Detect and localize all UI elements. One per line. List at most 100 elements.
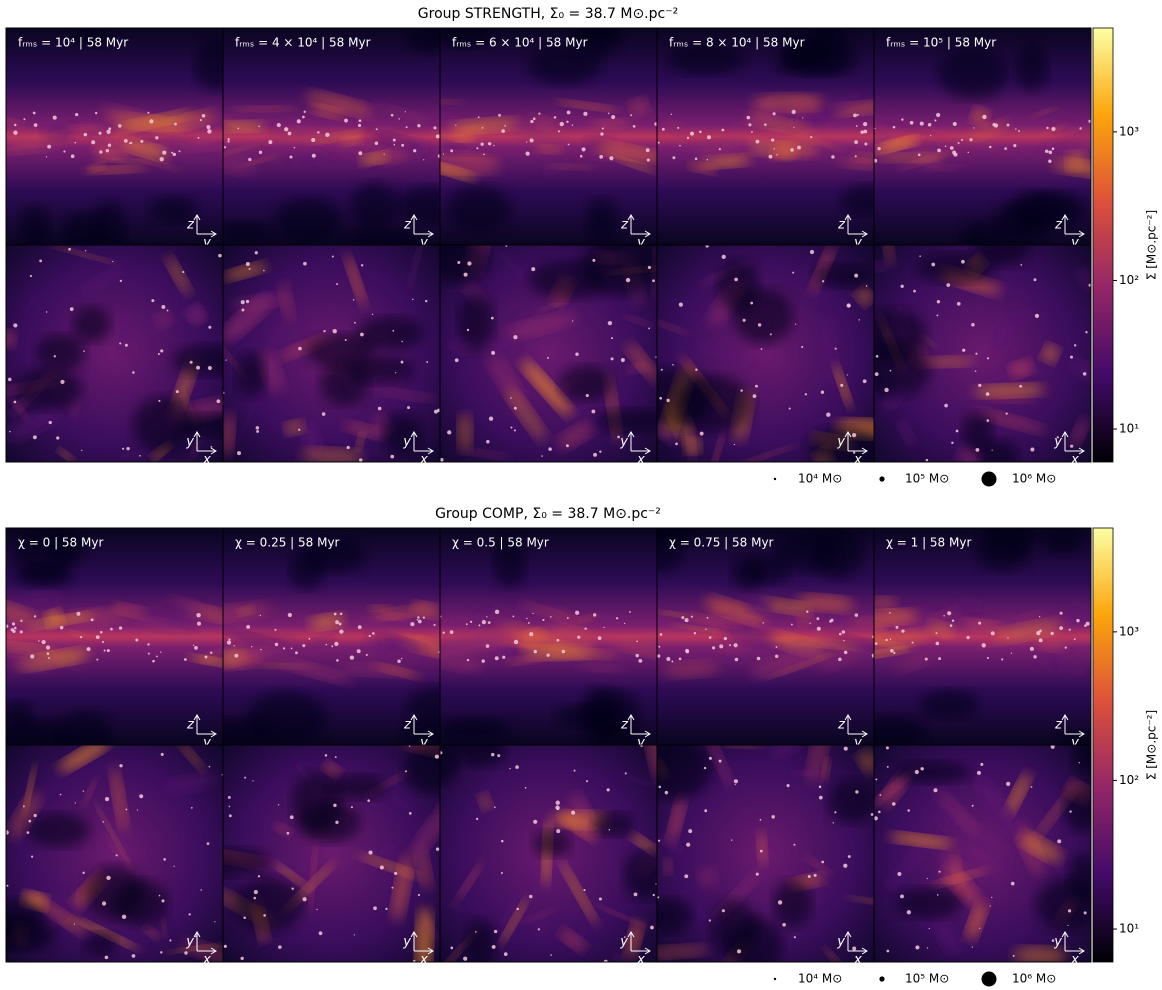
star-particle [730,839,733,841]
star-particle [268,140,273,145]
gas-structure [879,137,918,152]
star-particle [33,615,37,618]
star-particle [809,622,811,625]
star-particle [775,646,778,648]
gas-structure [801,638,864,650]
gas-structure [822,758,831,781]
gas-structure [1006,611,1045,627]
star-particle [28,819,32,823]
colorbar-tick-label: 10² [1119,273,1139,287]
star-particle [346,445,350,450]
star-particle [750,301,754,305]
void [20,205,51,245]
axis-glyph: y [619,935,628,950]
star-particle [488,416,494,421]
gas-structure [6,642,59,655]
colorbar-tick-label: 10¹ [1119,422,1139,436]
gas-structure [279,659,353,683]
gas-structure [283,420,305,436]
star-particle [172,152,177,157]
void [979,439,1019,462]
star-particle [917,153,921,157]
star-particle [244,776,247,779]
star-particle [493,806,496,809]
star-particle [404,770,407,773]
star-particle [978,621,982,625]
star-particle [703,766,707,770]
arrow-head [210,230,217,238]
star-particle [204,655,208,659]
star-particle [277,804,280,806]
gas-structure [124,139,169,160]
star-particle [915,945,920,950]
star-particle [1051,147,1055,151]
gas-structure [1056,118,1091,134]
gas-structure [223,120,266,133]
star-particle [417,619,422,624]
gas-structure [663,120,687,135]
gas-structure [457,413,473,452]
star-particle [475,817,479,821]
void [223,718,273,745]
void [223,848,270,877]
star-particle [435,847,440,851]
gas-structure [1012,946,1067,962]
gas-structure [975,775,1020,840]
star-particle [852,946,857,951]
star-particle [7,377,12,382]
star-particle [733,779,739,784]
arrow-head [427,730,434,738]
gas-structure [440,154,498,161]
star-particle [1068,628,1071,631]
star-particle [843,650,848,655]
arrow-head [210,447,217,455]
void [920,689,979,719]
void [440,745,459,785]
gas-structure [874,609,918,626]
gas-structure [151,111,216,135]
star-particle [623,622,626,625]
star-particle [13,400,17,404]
star-particle [513,335,518,340]
star-particle [862,122,868,127]
void [72,28,109,48]
gas-structure [305,91,373,116]
star-particle [223,146,227,149]
star-particle [45,311,48,313]
gas-structure [700,745,734,789]
star-particle [216,399,221,404]
star-particle [771,815,775,819]
star-particle [245,261,250,266]
star-particle [354,321,356,324]
star-particle [243,916,246,920]
void [657,528,704,545]
star-particle [675,442,678,446]
void [58,710,113,745]
panel-image [6,528,223,745]
star-particle [1018,130,1020,133]
gas-structure [973,383,1046,398]
star-particle [706,135,712,140]
star-particle [782,922,786,927]
star-particle [927,123,932,127]
arrow-head [627,931,635,938]
star-particle [565,444,569,448]
star-particle [926,877,928,880]
star-particle [259,614,262,617]
star-particle [681,616,685,620]
star-particle [173,865,175,867]
star-particle [404,111,406,113]
star-particle [47,144,52,149]
star-particle [128,142,131,145]
star-particle [422,616,426,619]
star-particle [108,127,112,131]
gas-structure [1053,159,1091,179]
gas-structure [6,134,63,148]
axis-glyph: y [202,736,211,751]
gas-structure [498,623,563,651]
star-particle [442,631,445,634]
star-particle [82,871,85,875]
star-particle [718,759,722,763]
void [1035,878,1091,931]
gas-structure [927,607,959,623]
